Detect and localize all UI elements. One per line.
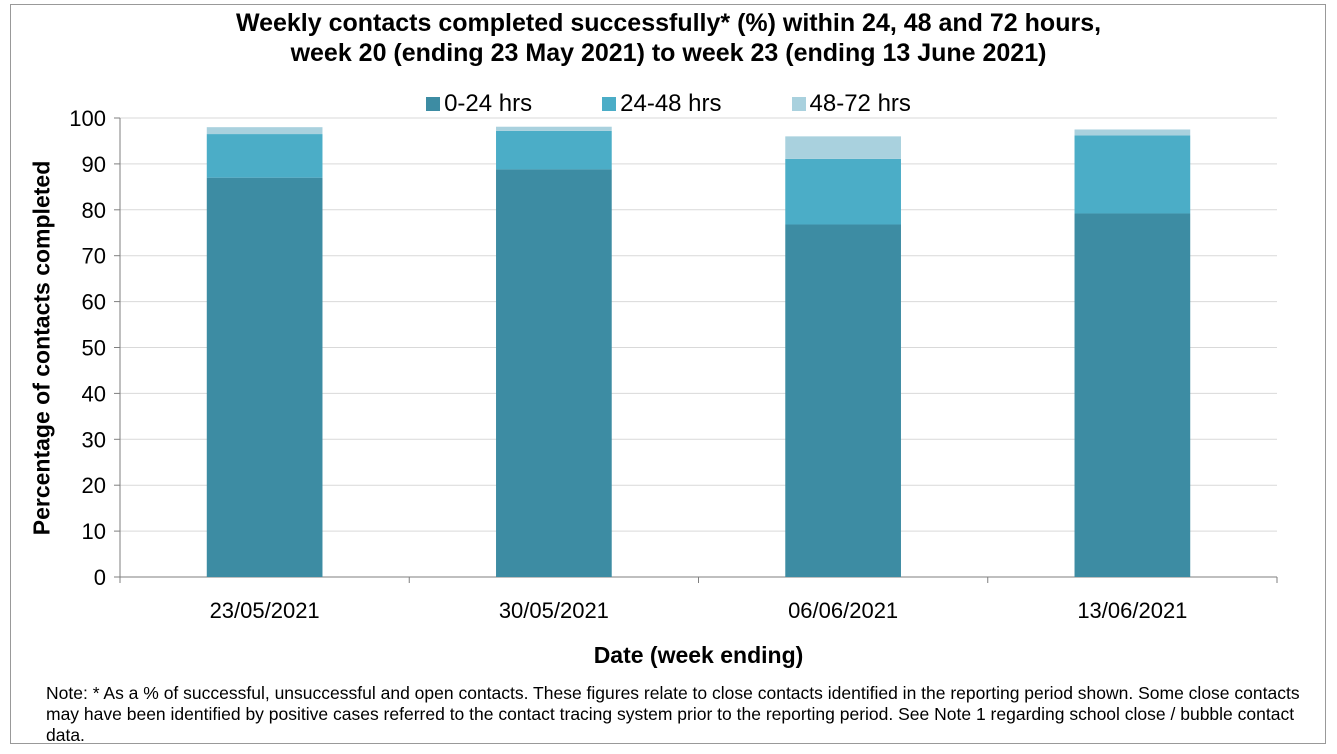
- y-tick-label: 40: [82, 381, 106, 406]
- y-tick-label: 50: [82, 336, 106, 361]
- bar-24-48-2: [496, 130, 612, 170]
- y-tick-label: 0: [94, 565, 106, 590]
- legend-label-48-72: 48-72 hrs: [809, 90, 911, 117]
- legend-swatch-24-48: [602, 97, 617, 111]
- legend-label-0-24: 0-24 hrs: [444, 90, 533, 117]
- x-tick-label: 06/06/2021: [788, 598, 898, 623]
- bar-48-72-4: [1074, 129, 1191, 136]
- y-tick-label: 100: [69, 106, 106, 131]
- legend-label-24-48: 24-48 hrs: [620, 90, 722, 117]
- chart-title-line-2: week 20 (ending 23 May 2021) to week 23 …: [290, 39, 1047, 67]
- legend-swatch-0-24: [426, 97, 441, 111]
- x-tick-label: 23/05/2021: [210, 598, 320, 623]
- legend-item-0-24: 0-24 hrs: [426, 91, 532, 117]
- y-tick-label: 90: [82, 152, 106, 177]
- y-tick-label: 60: [82, 290, 106, 315]
- y-tick-label: 20: [82, 473, 106, 498]
- bar-24-48-4: [1074, 135, 1191, 214]
- x-tick-label: 13/06/2021: [1077, 598, 1187, 623]
- x-axis-label: Date (week ending): [593, 642, 804, 668]
- y-tick-label: 10: [82, 519, 106, 544]
- y-tick-label: 70: [82, 244, 106, 269]
- bar-0-24-3: [785, 224, 901, 577]
- bar-0-24-4: [1074, 213, 1191, 578]
- bar-0-24-1: [206, 177, 323, 578]
- y-tick-label: 80: [82, 198, 106, 223]
- bar-48-72-3: [785, 136, 901, 159]
- bar-48-72-2: [496, 126, 612, 131]
- bar-48-72-1: [206, 127, 323, 135]
- chart-title: Weekly contacts completed successfully* …: [0, 8, 1337, 68]
- bar-24-48-1: [206, 134, 323, 178]
- chart-legend: 0-24 hrs 24-48 hrs 48-72 hrs: [0, 91, 1337, 117]
- chart-frame: [10, 4, 1326, 744]
- bar-24-48-3: [785, 158, 901, 225]
- legend-swatch-48-72: [791, 97, 806, 111]
- bar-0-24-2: [496, 169, 612, 577]
- chart-note: Note: * As a % of successful, unsuccessf…: [46, 683, 1300, 745]
- legend-item-48-72: 48-72 hrs: [791, 90, 911, 117]
- y-tick-label: 30: [82, 427, 106, 452]
- y-axis-label: Percentage of contacts completed: [28, 160, 55, 536]
- chart-title-line-1: Weekly contacts completed successfully* …: [235, 9, 1102, 37]
- legend-item-24-48: 24-48 hrs: [602, 90, 722, 117]
- x-tick-label: 30/05/2021: [499, 598, 609, 623]
